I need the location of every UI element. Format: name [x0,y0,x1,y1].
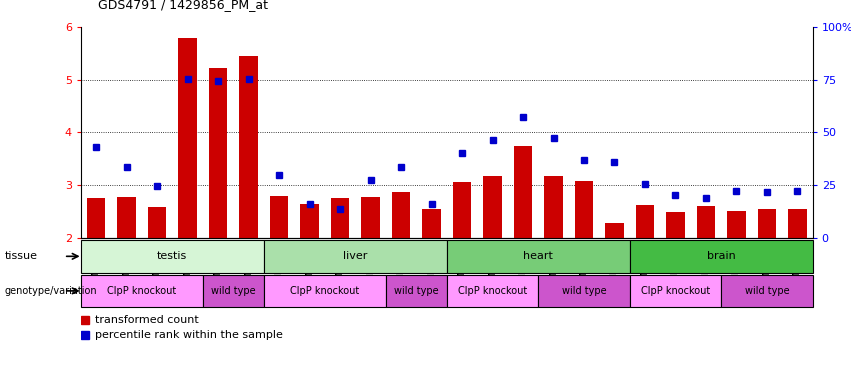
Bar [300,204,318,238]
Bar [447,275,538,307]
Bar [636,205,654,238]
Text: brain: brain [707,251,735,262]
Bar [545,176,563,238]
Text: percentile rank within the sample: percentile rank within the sample [95,329,283,339]
Bar [81,240,264,273]
Text: wild type: wild type [745,286,789,296]
Text: testis: testis [157,251,187,262]
Text: liver: liver [343,251,368,262]
Bar [264,240,447,273]
Bar [264,275,386,307]
Bar [788,209,807,238]
Bar [574,181,593,238]
Bar [757,209,776,238]
Bar [728,210,745,238]
Bar [386,275,447,307]
Bar [239,56,258,238]
Bar [630,240,813,273]
Bar [483,176,501,238]
Bar [209,68,227,238]
Text: ClpP knockout: ClpP knockout [107,286,176,296]
Bar [362,197,380,238]
Bar [697,207,715,238]
Bar [81,275,203,307]
Bar [447,240,630,273]
Bar [666,212,684,238]
Bar [117,197,136,238]
Bar [605,223,624,238]
Bar [391,192,410,238]
Text: ClpP knockout: ClpP knockout [458,286,527,296]
Text: wild type: wild type [394,286,438,296]
Bar [87,199,106,238]
Text: ClpP knockout: ClpP knockout [290,286,359,296]
Bar [203,275,264,307]
Bar [538,275,630,307]
Text: wild type: wild type [562,286,606,296]
Bar [422,209,441,238]
Text: genotype/variation: genotype/variation [4,286,97,296]
Text: ClpP knockout: ClpP knockout [641,286,710,296]
Bar [453,182,471,238]
Bar [721,275,813,307]
Text: wild type: wild type [211,286,255,296]
Bar [148,207,166,238]
Bar [179,38,197,238]
Text: transformed count: transformed count [95,315,199,325]
Bar [270,196,288,238]
Text: tissue: tissue [4,251,37,262]
Bar [331,199,349,238]
Text: GDS4791 / 1429856_PM_at: GDS4791 / 1429856_PM_at [98,0,268,12]
Text: heart: heart [523,251,553,262]
Bar [630,275,721,307]
Bar [514,146,532,238]
